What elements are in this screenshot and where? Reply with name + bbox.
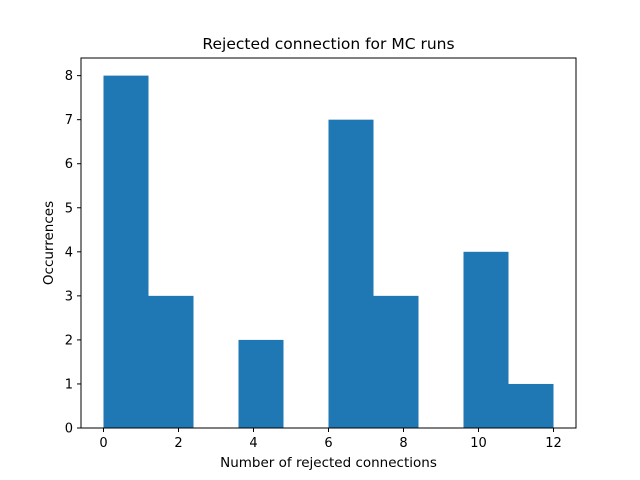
- histogram-bar: [103, 75, 149, 428]
- x-tick-label: 2: [174, 436, 182, 451]
- y-tick-label: 6: [65, 157, 73, 172]
- y-tick-label: 7: [65, 113, 73, 128]
- histogram-bar: [238, 339, 284, 428]
- histogram-bar: [148, 295, 194, 428]
- chart-title: Rejected connection for MC runs: [202, 35, 454, 53]
- x-tick-label: 6: [324, 436, 332, 451]
- y-tick-label: 3: [65, 289, 73, 304]
- y-tick-label: 4: [65, 245, 73, 260]
- histogram-bar: [328, 119, 374, 429]
- x-tick-label: 0: [99, 436, 107, 451]
- y-axis-ticks: 0 1 2 3 4 5 6 7 8: [65, 69, 81, 437]
- histogram-bar: [463, 251, 509, 428]
- y-tick-label: 5: [65, 201, 73, 216]
- bars-group: [103, 75, 554, 429]
- x-tick-label: 8: [399, 436, 407, 451]
- x-axis-label: Number of rejected connections: [220, 455, 437, 471]
- y-tick-label: 1: [65, 377, 73, 392]
- histogram-bar: [508, 383, 554, 428]
- histogram-bar: [373, 295, 419, 428]
- x-tick-label: 12: [545, 436, 562, 451]
- x-axis-ticks: 0 2 4 6 8 10 12: [99, 428, 562, 451]
- y-tick-label: 8: [65, 69, 73, 84]
- y-tick-label: 0: [65, 422, 73, 437]
- x-tick-label: 4: [249, 436, 257, 451]
- y-tick-label: 2: [65, 333, 73, 348]
- x-tick-label: 10: [470, 436, 487, 451]
- y-axis-label: Occurrences: [41, 201, 57, 285]
